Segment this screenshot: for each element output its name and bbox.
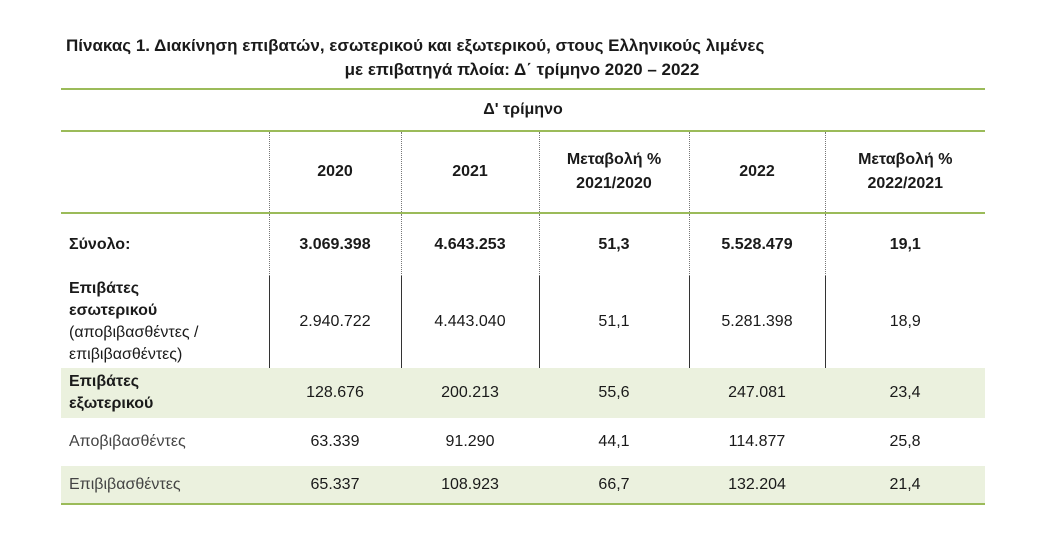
cell-total-change-2021: 51,3: [538, 213, 689, 276]
col-header-change2-line-1: Μεταβολή %: [858, 151, 953, 168]
period-header-row: Δ' τρίμηνο: [61, 88, 986, 132]
col-header-2021-text: 2021: [452, 163, 488, 180]
table-row-disembarked: Αποβιβασθέντες 63.339 91.290 44,1 114.87…: [61, 418, 985, 466]
passenger-traffic-table: Δ' τρίμηνο 2020 2021 Μεταβολή % 2021/202…: [61, 88, 986, 505]
row-label-domestic-line-2: εσωτερικού: [69, 302, 158, 319]
col-header-2021: 2021: [400, 131, 539, 214]
table-title: Πίνακας 1. Διακίνηση επιβατών, εσωτερικο…: [60, 34, 984, 82]
cell-embarked-change-2022: 21,4: [825, 466, 986, 505]
table-row-domestic: Επιβάτες εσωτερικού (αποβιβασθέντες / επ…: [61, 276, 986, 368]
cell-domestic-change-2022: 18,9: [824, 276, 986, 368]
col-header-change-line-1: Μεταβολή %: [566, 151, 662, 168]
cell-domestic-2022: 5.281.398: [688, 276, 825, 368]
col-header-2020-text: 2020: [317, 163, 353, 180]
row-label-international: Επιβάτες εξωτερικού: [61, 368, 269, 418]
row-label-disembarked: Αποβιβασθέντες: [69, 433, 186, 450]
cell-domestic-2021: 4.443.040: [400, 276, 539, 368]
row-label-domestic: Επιβάτες εσωτερικού (αποβιβασθέντες / επ…: [61, 276, 269, 368]
row-label-international-line-1: Επιβάτες: [69, 373, 140, 390]
cell-domestic-change-2021: 51,1: [538, 276, 689, 368]
col-header-change2-line-2: 2022/2021: [867, 175, 944, 192]
cell-total-2020: 3.069.398: [268, 213, 401, 276]
cell-embarked-change-2021: 66,7: [539, 466, 689, 505]
col-header-2022: 2022: [688, 131, 825, 214]
cell-disembarked-change-2022: 25,8: [889, 433, 921, 450]
cell-disembarked-change-2021: 44,1: [598, 433, 630, 450]
row-label-domestic-note-2: επιβιβασθέντες): [69, 346, 183, 363]
empty-header-cell: [61, 131, 269, 214]
cell-international-2020: 128.676: [269, 368, 401, 418]
cell-embarked-2022: 132.204: [689, 466, 825, 505]
column-header-row: 2020 2021 Μεταβολή % 2021/2020 2022 Μετα…: [61, 131, 986, 214]
cell-embarked-2020: 65.337: [269, 466, 401, 505]
cell-international-2021: 200.213: [401, 368, 539, 418]
cell-disembarked-2021: 91.290: [445, 433, 495, 450]
cell-total-2021: 4.643.253: [400, 213, 539, 276]
row-label-domestic-note-1: (αποβιβασθέντες /: [69, 324, 199, 341]
cell-total-change-2022: 19,1: [824, 213, 986, 276]
col-header-2022-text: 2022: [739, 163, 775, 180]
row-label-domestic-line-1: Επιβάτες: [69, 280, 140, 297]
title-line-1: Πίνακας 1. Διακίνηση επιβατών, εσωτερικο…: [66, 36, 765, 55]
cell-international-change-2022: 23,4: [825, 368, 986, 418]
col-header-change-2021-2020: Μεταβολή % 2021/2020: [538, 131, 689, 214]
cell-total-2022: 5.528.479: [688, 213, 825, 276]
period-header: Δ' τρίμηνο: [61, 88, 986, 132]
row-label-embarked: Επιβιβασθέντες: [61, 466, 269, 505]
row-label-total: Σύνολο:: [69, 236, 131, 253]
cell-international-change-2021: 55,6: [539, 368, 689, 418]
table-row-international: Επιβάτες εξωτερικού 128.676 200.213 55,6…: [61, 368, 986, 418]
cell-disembarked-2020: 63.339: [310, 433, 360, 450]
title-line-2: με επιβατηγά πλοία: Δ΄ τρίμηνο 2020 – 20…: [344, 60, 700, 79]
cell-embarked-2021: 108.923: [401, 466, 539, 505]
row-label-international-line-2: εξωτερικού: [69, 395, 154, 412]
cell-disembarked-2022: 114.877: [728, 433, 786, 450]
col-header-change-line-2: 2021/2020: [576, 175, 652, 192]
cell-international-2022: 247.081: [689, 368, 825, 418]
table-row-total: Σύνολο: 3.069.398 4.643.253 51,3 5.528.4…: [61, 213, 986, 276]
table-row-embarked: Επιβιβασθέντες 65.337 108.923 66,7 132.2…: [61, 466, 986, 505]
col-header-2020: 2020: [268, 131, 401, 214]
col-header-change-2022-2021: Μεταβολή % 2022/2021: [824, 131, 986, 214]
cell-domestic-2020: 2.940.722: [268, 276, 401, 368]
